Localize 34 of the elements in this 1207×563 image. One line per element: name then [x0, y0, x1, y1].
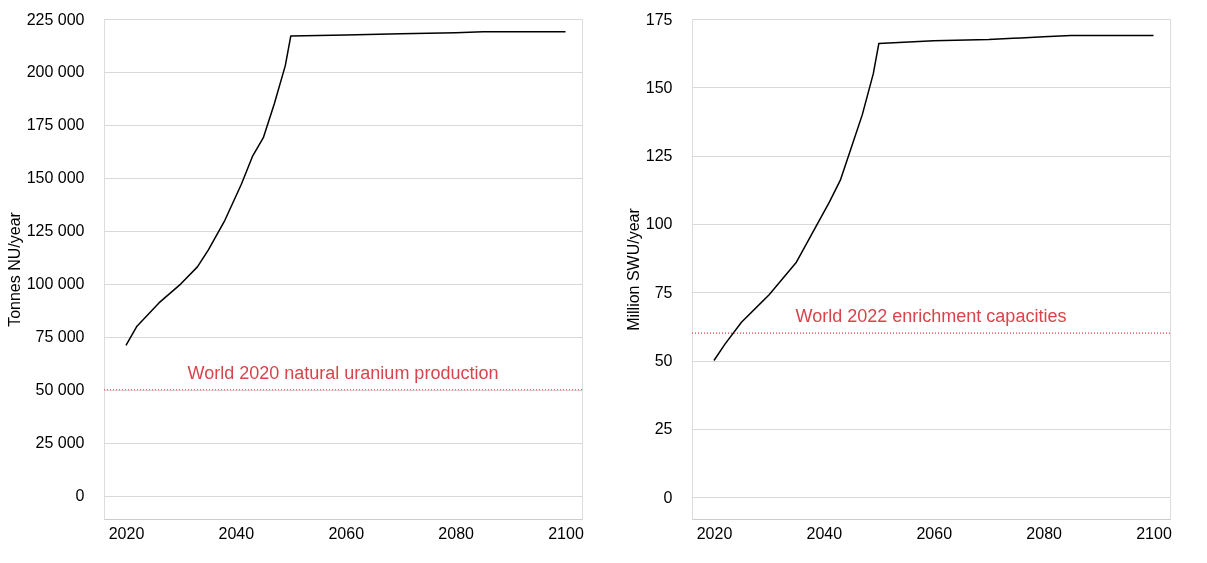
y-tick-label: 25: [654, 420, 673, 438]
x-tick-label: 2060: [328, 524, 365, 542]
y-tick-label: 25 000: [35, 434, 85, 452]
x-tick-label: 2080: [1026, 524, 1063, 542]
y-tick-label: 200 000: [26, 63, 85, 81]
y-tick-label: 50: [654, 352, 673, 370]
x-tick-label: 2080: [438, 524, 475, 542]
line-series: [713, 34, 1155, 362]
x-tick-label: 2100: [548, 524, 584, 542]
y-tick-label: 75 000: [35, 328, 85, 346]
ref-line-label: World 2020 natural uranium production: [187, 362, 499, 383]
y-tick-label: 100 000: [26, 275, 85, 293]
y-tick-label: 175: [645, 10, 673, 28]
y-tick-label: 175 000: [26, 116, 85, 134]
y-tick-label: 100: [645, 215, 673, 233]
x-tick-label: 2100: [1136, 524, 1172, 542]
y-tick-label: 150: [645, 78, 673, 96]
y-tick-label: 0: [663, 488, 673, 506]
y-tick-label: 225 000: [26, 10, 85, 28]
x-tick-label: 2040: [218, 524, 255, 542]
y-axis-title: Million SWU/year: [624, 207, 642, 331]
y-tick-label: 125 000: [26, 222, 85, 240]
y-tick-label: 0: [75, 487, 85, 505]
y-tick-label: 150 000: [26, 169, 85, 187]
x-tick-label: 2040: [806, 524, 843, 542]
y-tick-label: 125: [645, 147, 673, 165]
y-axis-title: Tonnes NU/year: [5, 211, 23, 327]
ref-line-label: World 2022 enrichment capacities: [795, 306, 1067, 327]
y-tick-label: 75: [654, 283, 673, 301]
y-tick-label: 50 000: [35, 381, 85, 399]
x-tick-label: 2060: [916, 524, 953, 542]
x-tick-label: 2020: [696, 524, 733, 542]
line-series: [125, 30, 567, 347]
x-tick-label: 2020: [108, 524, 145, 542]
